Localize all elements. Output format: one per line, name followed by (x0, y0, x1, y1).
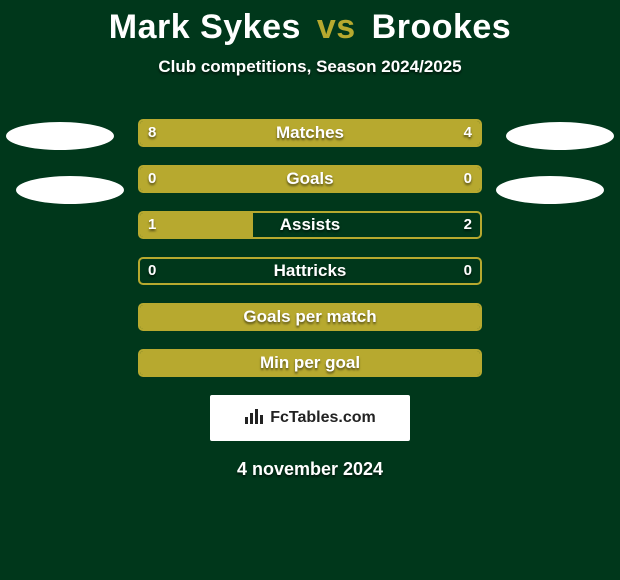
date-stamp: 4 november 2024 (0, 459, 620, 480)
bar-frame (138, 165, 482, 193)
bar-frame (138, 119, 482, 147)
player1-badge (6, 122, 114, 150)
player2-badge (496, 176, 604, 204)
stat-row: 8 Matches 4 (138, 119, 482, 147)
bar-right (310, 351, 480, 375)
player2-name: Brookes (372, 8, 512, 46)
player1-badge (16, 176, 124, 204)
bar-right (367, 121, 480, 145)
bar-left (140, 351, 310, 375)
comparison-card: Mark Sykes vs Brookes Club competitions,… (0, 0, 620, 580)
stat-row: 1 Assists 2 (138, 211, 482, 239)
brand-inner: FcTables.com (244, 407, 376, 430)
bar-right (310, 167, 480, 191)
title: Mark Sykes vs Brookes (0, 0, 620, 47)
stat-row: 0 Hattricks 0 (138, 257, 482, 285)
player2-badge (506, 122, 614, 150)
bar-left (140, 213, 253, 237)
stat-row: 0 Goals 0 (138, 165, 482, 193)
bar-frame (138, 303, 482, 331)
stat-row: Goals per match (138, 303, 482, 331)
player1-name: Mark Sykes (109, 8, 301, 46)
bar-left (140, 305, 480, 329)
bar-frame (138, 211, 482, 239)
stats-container: 8 Matches 4 0 Goals 0 1 Assists 2 (0, 119, 620, 377)
bars-icon (244, 407, 266, 430)
stat-row: Min per goal (138, 349, 482, 377)
bar-frame (138, 257, 482, 285)
vs-text: vs (317, 8, 356, 46)
brand-box: FcTables.com (210, 395, 410, 441)
bar-left (140, 121, 367, 145)
subtitle: Club competitions, Season 2024/2025 (0, 57, 620, 77)
bar-left (140, 167, 310, 191)
bar-frame (138, 349, 482, 377)
brand-text: FcTables.com (270, 409, 376, 427)
